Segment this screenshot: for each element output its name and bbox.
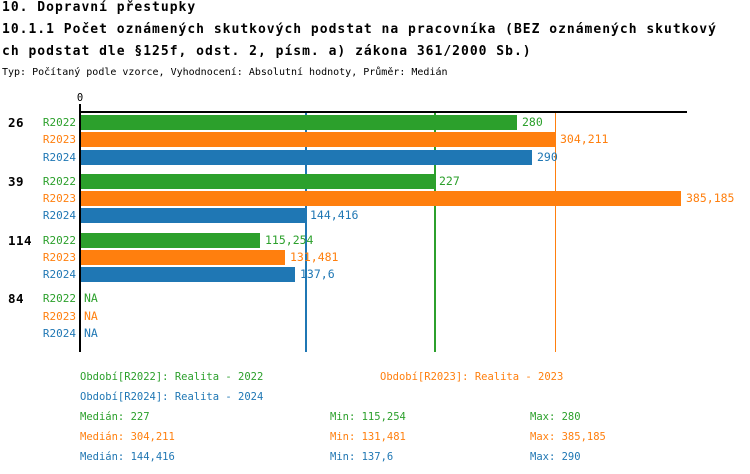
bar-39-r2022 — [80, 173, 434, 189]
category-label-26: 26 — [8, 115, 25, 130]
value-label-39-r2022: 227 — [439, 173, 460, 188]
value-label-114-r2024: 137,6 — [300, 267, 335, 282]
legend-item-r2023: Období[R2023]: Realita - 2023 — [380, 371, 564, 383]
legend-item-r2022: Období[R2022]: Realita - 2022 — [80, 371, 264, 383]
median-line-r2024 — [305, 113, 307, 352]
series-label-r2024: R2024 — [42, 327, 76, 341]
series-label-r2022: R2022 — [42, 292, 76, 306]
stat-min-r2024: Min: 137,6 — [330, 451, 394, 463]
stat-median-r2023: Medián: 304,211 — [80, 431, 175, 443]
value-label-39-r2024: 144,416 — [310, 208, 359, 223]
value-label-84-r2024: NA — [84, 326, 98, 341]
series-label-r2024: R2024 — [42, 268, 76, 282]
value-label-26-r2024: 290 — [537, 149, 558, 164]
median-line-r2022 — [434, 113, 436, 352]
bar-114-r2023 — [80, 249, 285, 265]
value-label-26-r2022: 280 — [522, 115, 543, 129]
series-label-r2022: R2022 — [42, 116, 76, 129]
series-label-r2023: R2023 — [42, 250, 76, 264]
series-label-r2024: R2024 — [42, 209, 76, 223]
x-axis-origin-label: 0 — [76, 92, 84, 104]
y-axis-line — [79, 111, 81, 352]
bar-39-r2023 — [80, 191, 681, 207]
series-label-r2023: R2023 — [42, 133, 76, 147]
stat-max-r2024: Max: 290 — [530, 451, 581, 463]
bar-114-r2022 — [80, 232, 260, 248]
bar-39-r2024 — [80, 208, 305, 224]
page-title: 10. Dopravní přestupky — [2, 0, 197, 15]
value-label-84-r2023: NA — [84, 308, 98, 323]
stat-min-r2022: Min: 115,254 — [330, 411, 406, 423]
value-label-26-r2023: 304,211 — [560, 132, 609, 147]
series-label-r2024: R2024 — [42, 150, 76, 164]
chart-meta: Typ: Počítaný podle vzorce, Vyhodnocení:… — [2, 67, 448, 78]
stat-max-r2023: Max: 385,185 — [530, 431, 606, 443]
x-axis-origin-tick — [79, 104, 81, 112]
bar-26-r2023 — [80, 132, 555, 148]
series-label-r2022: R2022 — [42, 233, 76, 247]
category-label-39: 39 — [8, 173, 25, 189]
series-label-r2022: R2022 — [42, 174, 76, 188]
bar-26-r2024 — [80, 149, 532, 165]
x-axis-line — [79, 111, 687, 113]
median-line-r2023 — [554, 113, 557, 352]
category-label-114: 114 — [8, 232, 33, 248]
stat-min-r2023: Min: 131,481 — [330, 431, 406, 443]
legend-item-r2024: Období[R2024]: Realita - 2024 — [80, 391, 264, 403]
bar-114-r2024 — [80, 267, 295, 283]
chart-title-line2: ch podstat dle §125f, odst. 2, písm. a) … — [2, 44, 532, 59]
chart-title-line1: 10.1.1 Počet oznámených skutkových podst… — [2, 22, 717, 37]
value-label-114-r2023: 131,481 — [290, 249, 339, 264]
bar-26-r2022 — [80, 115, 517, 130]
stat-median-r2024: Medián: 144,416 — [80, 451, 175, 463]
value-label-39-r2023: 385,185 — [686, 191, 735, 206]
series-label-r2023: R2023 — [42, 192, 76, 206]
value-label-84-r2022: NA — [84, 291, 98, 306]
stat-median-r2022: Medián: 227 — [80, 411, 150, 423]
stat-max-r2022: Max: 280 — [530, 411, 581, 423]
category-label-84: 84 — [8, 291, 25, 307]
value-label-114-r2022: 115,254 — [265, 232, 314, 247]
series-label-r2023: R2023 — [42, 309, 76, 323]
